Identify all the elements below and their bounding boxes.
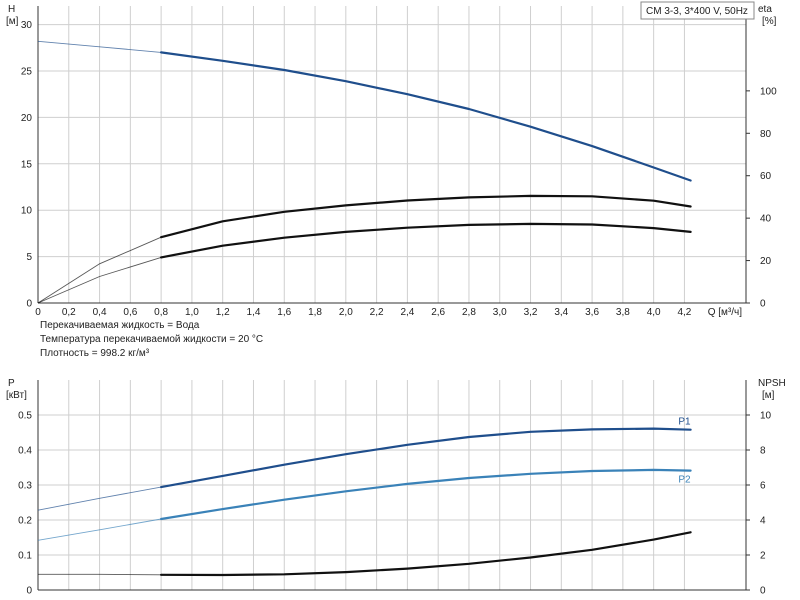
axis-layer — [37, 6, 750, 591]
bottom-y2-tick-label: 10 — [760, 411, 772, 422]
top-y-tick-label: 10 — [21, 206, 33, 217]
bottom-y-tick-label: 0.3 — [18, 481, 32, 492]
top-series-2-line — [160, 222, 692, 259]
x-tick-label: 0 — [35, 307, 41, 318]
top-y-tick-label: 20 — [21, 113, 33, 124]
bottom-y-tick-label: 0.4 — [18, 446, 32, 457]
bottom-y2-axis-title: NPSH — [758, 378, 786, 389]
top-y2-tick-label: 60 — [760, 171, 772, 182]
bottom-y-tick-label: 0.2 — [18, 516, 32, 527]
top-series-1-line — [160, 194, 692, 239]
x-tick-label: 3,0 — [493, 307, 507, 318]
bottom-series-2-extrapolated-line — [38, 573, 162, 576]
x-tick-label: 2,0 — [339, 307, 353, 318]
top-y-tick-label: 5 — [26, 252, 32, 263]
bottom-series-0-extrapolated-line — [37, 486, 162, 511]
fluid-note: Перекачиваемая жидкость = Вода — [40, 320, 200, 331]
chart-title: CM 3-3, 3*400 V, 50Hz — [646, 6, 748, 17]
bottom-y-axis-unit: [кВт] — [6, 390, 27, 401]
top-series-0-line — [160, 51, 692, 182]
bottom-series-label-P2: P2 — [678, 475, 691, 486]
density-note: Плотность = 998.2 кг/м³ — [40, 348, 150, 359]
temperature-note: Температура перекачиваемой жидкости = 20… — [40, 334, 264, 345]
bottom-series-label-P1: P1 — [678, 417, 691, 428]
x-tick-label: 3,6 — [585, 307, 599, 318]
bottom-series-2-line — [160, 531, 692, 577]
bottom-y2-tick-label: 6 — [760, 481, 766, 492]
top-y2-tick-label: 40 — [760, 214, 772, 225]
x-tick-label: 1,6 — [277, 307, 291, 318]
top-y2-tick-label: 20 — [760, 256, 772, 267]
top-series-2-extrapolated-line — [37, 256, 162, 304]
x-tick-label: 0,4 — [93, 307, 107, 318]
x-tick-label: 1,4 — [247, 307, 261, 318]
top-y-axis-unit: [м] — [6, 16, 19, 27]
x-tick-label: 1,8 — [308, 307, 322, 318]
x-tick-label: 3,4 — [554, 307, 568, 318]
top-y2-tick-label: 100 — [760, 86, 777, 97]
title-box — [640, 1, 755, 20]
bottom-y2-axis-unit: [м] — [762, 390, 775, 401]
x-tick-label: 3,8 — [616, 307, 630, 318]
grid-layer — [37, 6, 746, 591]
bottom-y-tick-label: 0.1 — [18, 551, 32, 562]
top-y2-tick-label: 0 — [760, 299, 766, 310]
bottom-y-tick-label: 0 — [26, 586, 32, 597]
x-tick-label: 0,6 — [123, 307, 137, 318]
x-axis-title: Q [м³/ч] — [708, 307, 743, 318]
bottom-series-0-line — [160, 427, 692, 489]
x-tick-label: 4,0 — [647, 307, 661, 318]
x-tick-label: 0,2 — [62, 307, 76, 318]
top-y-axis-title: H — [8, 4, 15, 15]
bottom-y2-tick-label: 4 — [760, 516, 766, 527]
x-tick-label: 4,2 — [677, 307, 691, 318]
top-series-0-extrapolated-line — [37, 40, 162, 53]
top-y2-tick-label: 80 — [760, 129, 772, 140]
bottom-series-1-line — [160, 468, 692, 521]
bottom-y2-tick-label: 0 — [760, 586, 766, 597]
label-layer: 051015202530020406080100H[м]eta[%]00.10.… — [6, 1, 786, 597]
top-y2-axis-unit: [%] — [762, 16, 777, 27]
x-tick-label: 2,4 — [400, 307, 414, 318]
x-tick-label: 2,8 — [462, 307, 476, 318]
top-y-tick-label: 30 — [21, 20, 33, 31]
x-tick-label: 1,0 — [185, 307, 199, 318]
x-tick-label: 3,2 — [524, 307, 538, 318]
bottom-series-1-extrapolated-line — [37, 518, 162, 541]
x-tick-label: 2,2 — [370, 307, 384, 318]
bottom-y2-tick-label: 2 — [760, 551, 766, 562]
x-tick-label: 2,6 — [431, 307, 445, 318]
x-tick-label: 1,2 — [216, 307, 230, 318]
top-series-1-extrapolated-line — [37, 236, 162, 304]
bottom-y-axis-title: P — [8, 378, 15, 389]
top-y2-axis-title: eta — [758, 4, 772, 15]
top-y-tick-label: 0 — [26, 299, 32, 310]
bottom-y2-tick-label: 8 — [760, 446, 766, 457]
top-y-tick-label: 25 — [21, 66, 33, 77]
bottom-y-tick-label: 0.5 — [18, 411, 32, 422]
curve-layer — [37, 40, 692, 577]
top-y-tick-label: 15 — [21, 159, 33, 170]
x-tick-label: 0,8 — [154, 307, 168, 318]
